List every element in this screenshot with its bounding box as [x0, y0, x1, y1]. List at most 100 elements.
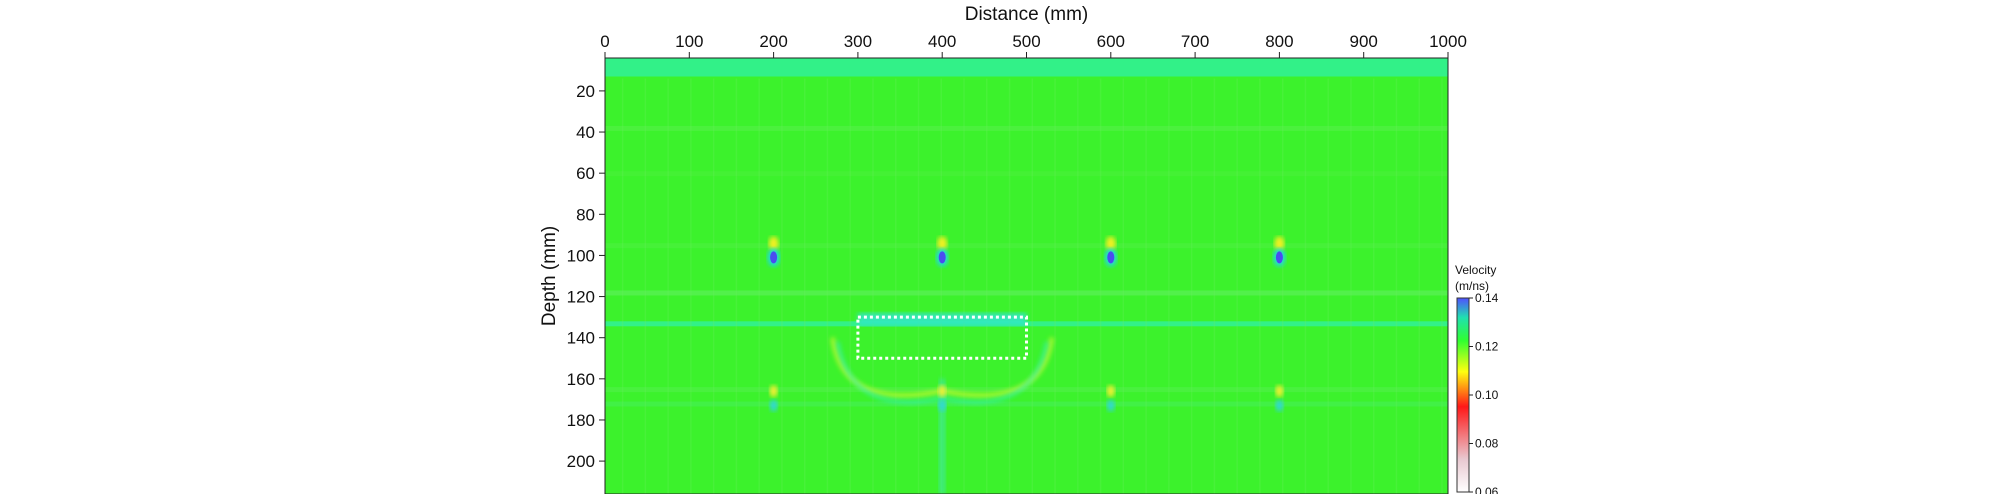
anomaly-yellow-halo — [1274, 236, 1285, 251]
x-tick-label: 300 — [844, 32, 872, 51]
anomaly-core — [1275, 251, 1283, 264]
vertical-streak — [940, 78, 943, 494]
vertical-streak — [917, 78, 920, 494]
depth-band — [605, 171, 1448, 177]
depth-band — [605, 387, 1448, 393]
y-tick-label: 200 — [567, 452, 595, 471]
vertical-streak — [690, 78, 692, 494]
colorbar: Velocity (m/ns) 0.14 0.12 0.10 0.08 0.06 — [1455, 263, 1499, 494]
surface-band — [605, 58, 1448, 77]
vertical-streak — [735, 78, 738, 494]
depth-band — [605, 401, 1448, 407]
vertical-streak — [894, 78, 897, 494]
vertical-streak — [1327, 78, 1329, 494]
x-tick-label: 700 — [1181, 32, 1209, 51]
y-tick-label: 100 — [567, 246, 595, 265]
vertical-streak — [644, 78, 647, 494]
anomaly-echo — [1275, 385, 1284, 398]
depth-band — [605, 243, 1448, 249]
vertical-streak — [1304, 78, 1307, 494]
heatmap-background — [605, 58, 1448, 494]
vertical-streak — [1259, 78, 1261, 494]
vertical-streak — [1054, 78, 1056, 494]
vertical-streak — [1372, 78, 1375, 494]
x-tick-label: 200 — [759, 32, 787, 51]
colorbar-title: Velocity — [1455, 263, 1496, 277]
y-tick-label: 80 — [576, 205, 595, 224]
vertical-streak — [1122, 78, 1125, 494]
x-tick-label: 100 — [675, 32, 703, 51]
vertical-streak — [667, 78, 669, 494]
vertical-streak — [1281, 78, 1284, 494]
y-tick-label: 20 — [576, 82, 595, 101]
vertical-streak — [621, 78, 624, 494]
vertical-streak — [1190, 78, 1193, 494]
y-tick-label: 60 — [576, 164, 595, 183]
center-column — [938, 378, 946, 494]
x-tick-label: 600 — [1097, 32, 1125, 51]
y-axis: 20 40 60 80 100 120 140 160 180 200 — [567, 82, 605, 471]
vertical-streak — [758, 78, 760, 494]
vertical-streak — [1350, 78, 1352, 494]
x-tick-label: 800 — [1265, 32, 1293, 51]
y-tick-label: 180 — [567, 411, 595, 430]
anomaly-core — [1107, 251, 1115, 264]
colorbar-tick-label: 0.06 — [1475, 485, 1499, 494]
colorbar-tick-label: 0.10 — [1475, 388, 1499, 402]
x-tick-label: 500 — [1012, 32, 1040, 51]
anomaly-core — [770, 251, 778, 264]
vertical-streak — [1077, 78, 1079, 494]
vertical-streak — [963, 78, 965, 494]
colorbar-tick-label: 0.12 — [1475, 340, 1499, 354]
x-axis-title: Distance (mm) — [965, 4, 1089, 25]
anomaly-echo — [769, 385, 778, 398]
x-tick-label: 400 — [928, 32, 956, 51]
x-tick-label: 900 — [1350, 32, 1378, 51]
depth-band — [605, 290, 1448, 296]
colorbar-ticks: 0.14 0.12 0.10 0.08 0.06 — [1469, 291, 1499, 494]
anomaly-yellow-halo — [768, 236, 779, 251]
vertical-streak — [1099, 78, 1102, 494]
vertical-streak — [1145, 78, 1147, 494]
colorbar-unit: (m/ns) — [1455, 279, 1489, 293]
vertical-streak — [1008, 78, 1011, 494]
vertical-streak — [849, 78, 851, 494]
vertical-streak — [1168, 78, 1170, 494]
highlight-box — [856, 315, 1029, 360]
vertical-streak — [781, 78, 783, 494]
vertical-streak — [1236, 78, 1238, 494]
anomaly-echo — [938, 385, 947, 398]
anomaly-core — [938, 251, 946, 264]
colorbar-tick-label: 0.08 — [1475, 437, 1499, 451]
y-tick-label: 40 — [576, 123, 595, 142]
y-tick-label: 140 — [567, 329, 595, 348]
anomaly-echo — [1106, 399, 1115, 412]
vertical-streak — [803, 78, 806, 494]
anomaly-echo — [938, 399, 947, 412]
vertical-streak — [872, 78, 874, 494]
y-tick-label: 120 — [567, 288, 595, 307]
vertical-streak — [1418, 78, 1420, 494]
void-top-reflection — [857, 313, 1027, 326]
anomaly-echo — [1275, 399, 1284, 412]
vertical-streak — [1031, 78, 1034, 494]
vertical-streak — [1441, 78, 1443, 494]
heatmap-plot-area — [605, 58, 1448, 494]
vertical-streak — [1395, 78, 1398, 494]
x-axis: 0 100 200 300 400 500 600 700 800 900 1000 — [600, 32, 1467, 58]
colorbar-gradient — [1456, 297, 1470, 493]
vertical-streak — [826, 78, 829, 494]
anomaly-echo — [769, 399, 778, 412]
vertical-streak — [986, 78, 988, 494]
anomaly-yellow-halo — [1105, 236, 1116, 251]
colorbar-tick-label: 0.14 — [1475, 291, 1499, 305]
y-axis-title: Depth (mm) — [539, 226, 560, 326]
anomaly-yellow-halo — [937, 236, 948, 251]
vertical-streak — [1213, 78, 1216, 494]
x-tick-label: 0 — [600, 32, 609, 51]
depth-band — [605, 125, 1448, 131]
anomaly-echo — [1106, 385, 1115, 398]
y-tick-label: 160 — [567, 370, 595, 389]
x-tick-label: 1000 — [1429, 32, 1467, 51]
